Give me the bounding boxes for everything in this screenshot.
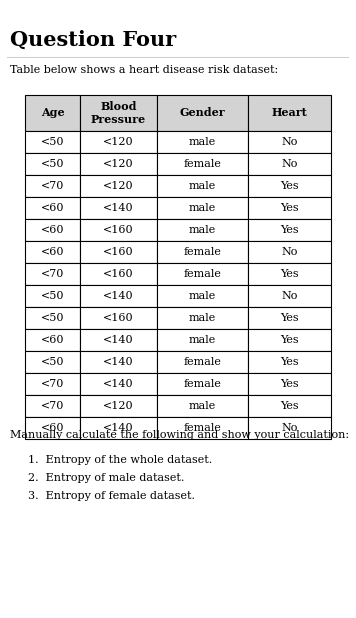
Text: Yes: Yes (281, 379, 299, 389)
Text: male: male (189, 401, 216, 411)
Text: Yes: Yes (281, 313, 299, 323)
Text: <140: <140 (103, 379, 134, 389)
Text: No: No (282, 291, 298, 301)
Text: Gender: Gender (180, 108, 225, 119)
Text: 2.  Entropy of male dataset.: 2. Entropy of male dataset. (28, 473, 184, 483)
Text: <50: <50 (41, 313, 64, 323)
Text: <120: <120 (103, 159, 134, 169)
Text: <50: <50 (41, 137, 64, 147)
Text: <50: <50 (41, 159, 64, 169)
Text: Yes: Yes (281, 225, 299, 235)
Text: female: female (184, 269, 221, 279)
Text: male: male (189, 335, 216, 345)
Text: <160: <160 (103, 313, 134, 323)
Text: <70: <70 (41, 401, 64, 411)
Text: female: female (184, 379, 221, 389)
Text: Yes: Yes (281, 335, 299, 345)
Text: Manually calculate the following and show your calculation:: Manually calculate the following and sho… (10, 430, 349, 440)
Text: No: No (282, 159, 298, 169)
Text: No: No (282, 137, 298, 147)
Text: <160: <160 (103, 225, 134, 235)
Text: Age: Age (41, 108, 64, 119)
Text: male: male (189, 181, 216, 191)
Text: Table below shows a heart disease risk dataset:: Table below shows a heart disease risk d… (10, 65, 278, 75)
Text: <140: <140 (103, 423, 134, 433)
Text: 1.  Entropy of the whole dataset.: 1. Entropy of the whole dataset. (28, 455, 212, 465)
Text: Yes: Yes (281, 357, 299, 367)
Text: male: male (189, 313, 216, 323)
Text: Question Four: Question Four (10, 30, 176, 50)
Text: <50: <50 (41, 357, 64, 367)
Text: <60: <60 (41, 335, 64, 345)
Text: 3.  Entropy of female dataset.: 3. Entropy of female dataset. (28, 491, 195, 501)
Text: male: male (189, 203, 216, 213)
Text: <120: <120 (103, 401, 134, 411)
Text: <120: <120 (103, 181, 134, 191)
Text: Yes: Yes (281, 401, 299, 411)
Text: Yes: Yes (281, 269, 299, 279)
Text: Heart: Heart (272, 108, 308, 119)
Text: <50: <50 (41, 291, 64, 301)
Text: <140: <140 (103, 335, 134, 345)
Text: <70: <70 (41, 379, 64, 389)
Text: Blood
Pressure: Blood Pressure (91, 101, 146, 125)
Text: <70: <70 (41, 181, 64, 191)
Text: <60: <60 (41, 203, 64, 213)
Text: <120: <120 (103, 137, 134, 147)
Text: <160: <160 (103, 269, 134, 279)
Text: <60: <60 (41, 225, 64, 235)
Text: No: No (282, 423, 298, 433)
Text: <60: <60 (41, 247, 64, 257)
Text: female: female (184, 247, 221, 257)
Text: male: male (189, 291, 216, 301)
Text: female: female (184, 159, 221, 169)
Text: <140: <140 (103, 291, 134, 301)
Text: male: male (189, 225, 216, 235)
Text: <60: <60 (41, 423, 64, 433)
Text: female: female (184, 423, 221, 433)
Text: No: No (282, 247, 298, 257)
Text: <160: <160 (103, 247, 134, 257)
Text: female: female (184, 357, 221, 367)
Text: Yes: Yes (281, 181, 299, 191)
Text: <140: <140 (103, 203, 134, 213)
Text: male: male (189, 137, 216, 147)
Text: Yes: Yes (281, 203, 299, 213)
Text: <70: <70 (41, 269, 64, 279)
Text: <140: <140 (103, 357, 134, 367)
